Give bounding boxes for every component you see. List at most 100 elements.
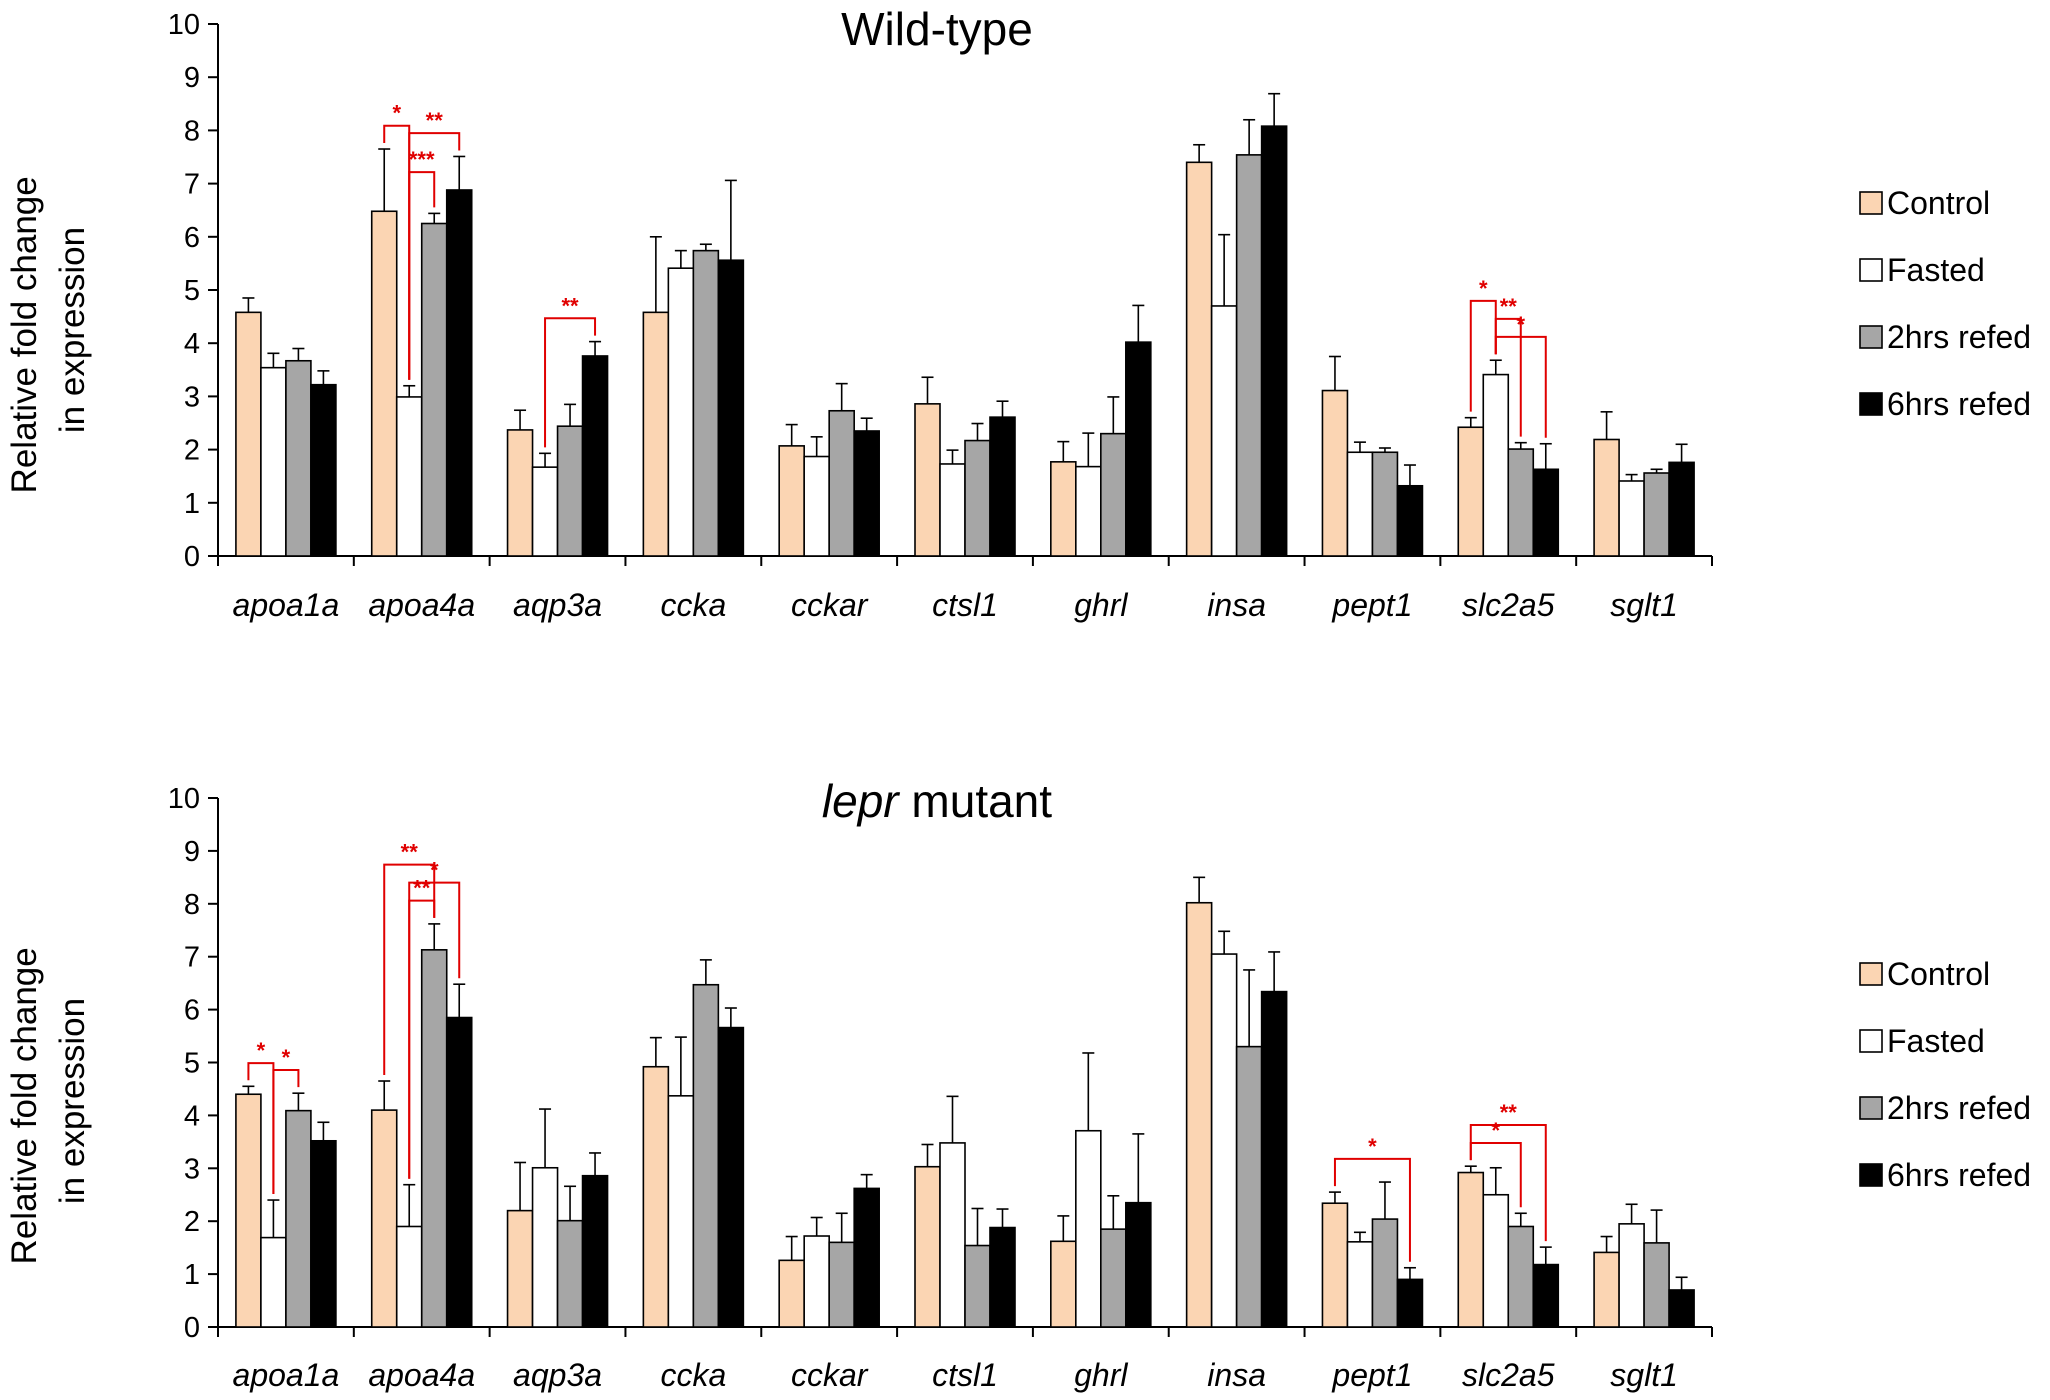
bar-2hrs-refed-pept1 [1371, 451, 1399, 557]
y-tick-label: 2 [184, 1206, 200, 1238]
y-tick-label: 1 [184, 1259, 200, 1291]
bar-fasted-sglt1 [1618, 1223, 1645, 1328]
bar-fasted-sglt1 [1618, 480, 1645, 557]
plot-area: 0 1 2 3 4 5 6 7 8 9 10 apoa1a apoa4a aqp3a ccka cckar ct… [168, 783, 1713, 1393]
bar-2hrs-refed-ctsl1 [964, 439, 991, 557]
significance-bracket-slc2a5: * [1469, 276, 1497, 412]
significance-label: * [430, 858, 439, 883]
bar-6hrs-refed-insa [1260, 990, 1288, 1328]
bar-control-pept1 [1321, 389, 1349, 557]
bar-fasted-ccka [667, 1095, 695, 1328]
y-tick-label: 7 [184, 942, 200, 974]
bar-6hrs-refed-ghrl [1125, 1201, 1152, 1328]
legend-swatch-fasted [1859, 258, 1883, 282]
bar-fasted-aqp3a [531, 1166, 559, 1328]
legend-label-control: Control [1887, 956, 1990, 992]
bar-6hrs-refed-aqp3a [581, 355, 609, 557]
chart-title-gene: lepr [822, 775, 900, 827]
bar-6hrs-refed-apoa1a [310, 383, 337, 557]
y-tick-label: 0 [184, 1312, 200, 1344]
legend: Control Fasted 2hrs refed 6hrs refed [1859, 956, 2031, 1193]
bar-6hrs-refed-pept1 [1396, 484, 1424, 557]
bar-control-ccka [642, 1065, 670, 1328]
significance-bracket-apoa1a: * [272, 1045, 300, 1195]
x-tick-label-ghrl: ghrl [1074, 587, 1128, 623]
bar-2hrs-refed-ghrl [1100, 432, 1127, 557]
significance-line [383, 863, 436, 1076]
y-tick-label: 10 [168, 9, 200, 41]
x-tick-label-pept1: pept1 [1331, 1357, 1412, 1393]
significance-line [408, 899, 436, 1179]
x-tick-label-sglt1: sglt1 [1610, 587, 1678, 623]
significance-bracket-aqp3a: ** [544, 293, 597, 448]
x-tick-label-apoa1a: apoa1a [233, 1357, 340, 1393]
y-axis-label-line2: in expression [53, 227, 92, 433]
bar-control-ccka [642, 311, 670, 557]
bar-control-slc2a5 [1457, 1171, 1485, 1328]
significance-label: * [1368, 1134, 1377, 1159]
plot-area: 0 1 2 3 4 5 6 7 8 9 10 apoa1a apoa4a aqp3a ccka cckar ct… [168, 9, 1713, 623]
x-tick-label-aqp3a: aqp3a [513, 1357, 602, 1393]
bar-fasted-ghrl [1075, 465, 1102, 557]
bar-control-ghrl [1050, 1240, 1077, 1328]
bar-fasted-slc2a5 [1482, 373, 1510, 557]
legend-swatch-2hrs-refed [1859, 325, 1883, 349]
legend-label-fasted: Fasted [1887, 1023, 1985, 1059]
legend-swatch-6hrs-refed [1859, 1163, 1883, 1187]
y-axis-label-line2: in expression [53, 998, 92, 1204]
y-tick-label: 9 [184, 836, 200, 868]
bar-6hrs-refed-ctsl1 [989, 1226, 1016, 1328]
bar-2hrs-refed-apoa1a [285, 359, 312, 557]
y-tick-label: 8 [184, 115, 200, 147]
bar-2hrs-refed-slc2a5 [1507, 1225, 1535, 1328]
bar-fasted-apoa1a [260, 1236, 287, 1328]
y-tick-label: 4 [184, 1100, 200, 1132]
bar-6hrs-refed-slc2a5 [1532, 1263, 1560, 1328]
y-tick-label: 7 [184, 169, 200, 201]
bar-fasted-cckar [803, 455, 830, 557]
bar-control-aqp3a [506, 429, 534, 557]
significance-bracket-pept1: * [1333, 1134, 1411, 1262]
bar-2hrs-refed-insa [1235, 154, 1263, 557]
significance-label: ** [426, 108, 444, 133]
bar-6hrs-refed-ctsl1 [989, 416, 1016, 557]
y-tick-label: 0 [184, 541, 200, 573]
x-tick-label-slc2a5: slc2a5 [1462, 1357, 1555, 1393]
y-axis-label-line1: Relative fold change [5, 947, 44, 1264]
significance-label: ** [561, 293, 579, 318]
bar-control-apoa4a [370, 210, 398, 557]
legend-swatch-control [1859, 962, 1883, 986]
x-tick-label-sglt1: sglt1 [1610, 1357, 1678, 1393]
significance-bracket-apoa4a: ** [383, 840, 436, 1076]
bar-fasted-apoa4a [395, 1225, 423, 1328]
bar-2hrs-refed-cckar [828, 409, 855, 557]
x-tick-label-ctsl1: ctsl1 [932, 1357, 998, 1393]
bar-6hrs-refed-apoa4a [445, 189, 473, 557]
bar-2hrs-refed-aqp3a [556, 425, 584, 557]
significance-label: * [1479, 276, 1488, 301]
bar-fasted-ctsl1 [939, 463, 966, 557]
significance-bracket-apoa4a: ** [408, 876, 436, 1179]
legend-swatch-2hrs-refed [1859, 1096, 1883, 1120]
chart-wild-type: Wild-type Relative fold change in expres… [5, 3, 2031, 623]
x-tick-label-apoa4a: apoa4a [368, 1357, 475, 1393]
legend-swatch-fasted [1859, 1029, 1883, 1053]
bar-2hrs-refed-ctsl1 [964, 1244, 991, 1328]
significance-line [272, 1068, 300, 1195]
legend-swatch-6hrs-refed [1859, 392, 1883, 416]
bar-6hrs-refed-slc2a5 [1532, 468, 1560, 557]
legend-label-fasted: Fasted [1887, 252, 1985, 288]
bar-fasted-apoa1a [260, 366, 287, 557]
significance-line [1333, 1157, 1411, 1262]
bar-fasted-slc2a5 [1482, 1193, 1510, 1328]
significance-line [1469, 1141, 1522, 1208]
bar-2hrs-refed-ccka [692, 249, 720, 557]
significance-bracket-slc2a5: * [1469, 1118, 1522, 1208]
bar-control-cckar [778, 445, 805, 557]
bar-control-apoa4a [370, 1109, 398, 1328]
y-axis-label-line1: Relative fold change [5, 176, 44, 493]
legend-swatch-control [1859, 191, 1883, 215]
significance-label: * [257, 1038, 266, 1063]
x-tick-label-pept1: pept1 [1331, 587, 1412, 623]
bar-fasted-pept1 [1346, 1241, 1374, 1328]
